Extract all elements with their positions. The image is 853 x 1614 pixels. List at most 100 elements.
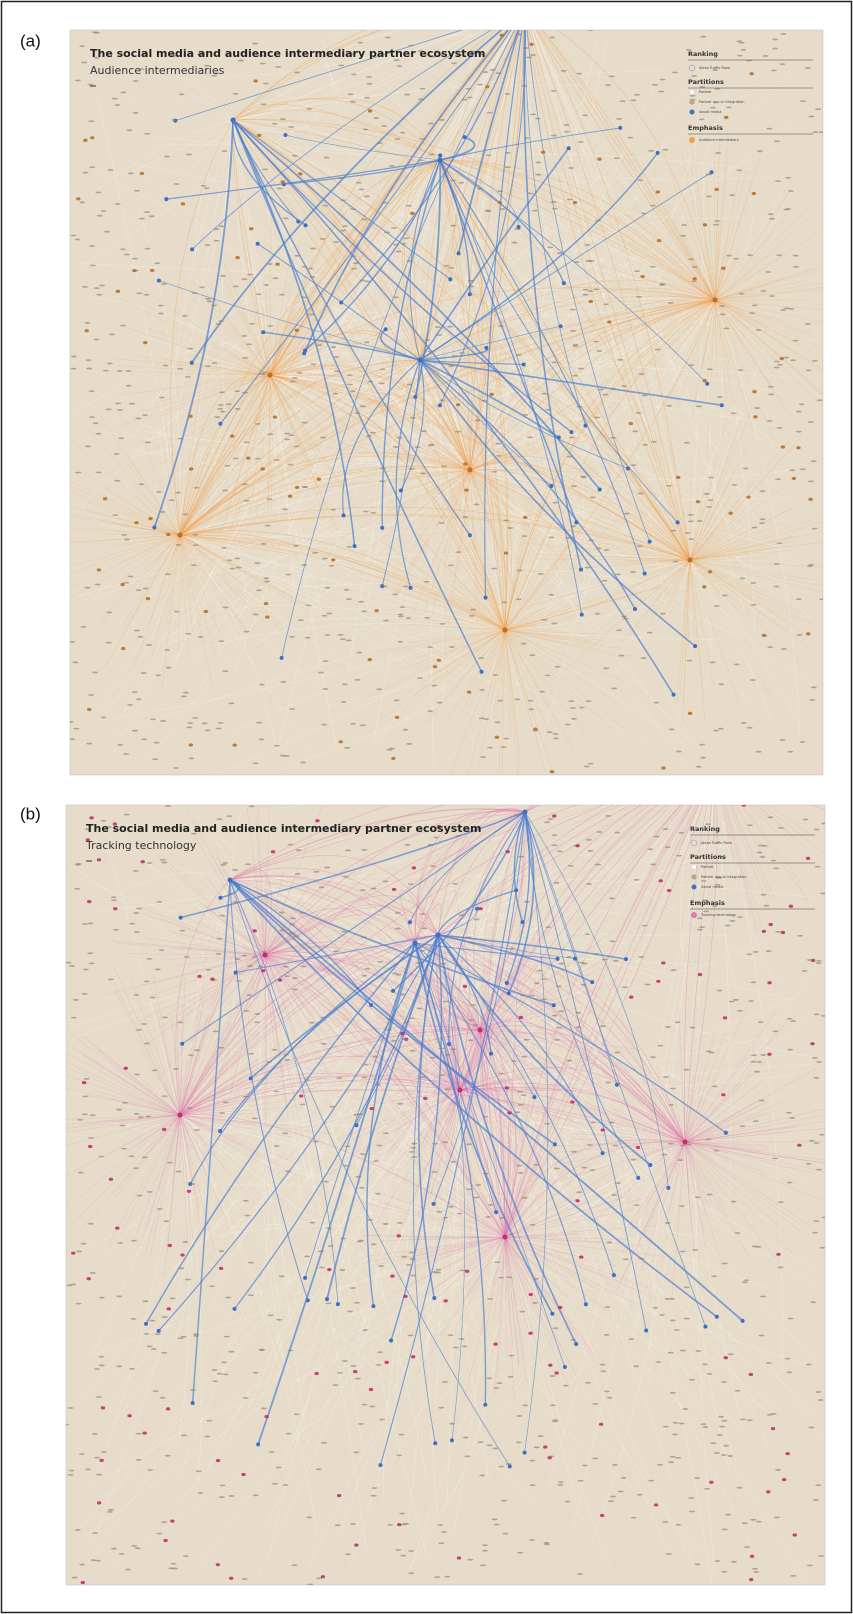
- node: [541, 619, 547, 621]
- node: [310, 248, 316, 250]
- node: [744, 1546, 750, 1548]
- node: [468, 292, 472, 296]
- node: [216, 728, 222, 730]
- node: [301, 296, 307, 298]
- node: [474, 419, 480, 421]
- node: [353, 1370, 357, 1373]
- node: [403, 585, 409, 587]
- node: [108, 1509, 114, 1511]
- node: [544, 1123, 550, 1125]
- node: [563, 1365, 567, 1369]
- node: [135, 1547, 141, 1549]
- node: [327, 1268, 331, 1271]
- node: [611, 1194, 617, 1196]
- node: [112, 514, 118, 516]
- node: [350, 1287, 356, 1289]
- node: [578, 141, 584, 143]
- node: [205, 969, 211, 971]
- node: [97, 858, 101, 861]
- node: [88, 1223, 94, 1225]
- node: [529, 995, 535, 997]
- node: [717, 990, 723, 992]
- node: [564, 131, 570, 133]
- node: [593, 289, 599, 291]
- node: [552, 502, 558, 504]
- legend-heading: Ranking: [690, 825, 720, 833]
- node: [639, 1258, 645, 1260]
- node: [83, 139, 87, 142]
- node: [173, 767, 179, 769]
- node: [201, 185, 207, 187]
- node: [692, 277, 696, 280]
- node: [101, 716, 107, 718]
- node: [650, 205, 656, 207]
- node: [737, 1010, 743, 1012]
- node: [469, 615, 475, 617]
- node: [760, 518, 766, 520]
- node: [155, 674, 161, 676]
- node: [148, 517, 152, 520]
- node: [607, 1241, 613, 1243]
- node: [353, 1451, 359, 1453]
- node: [219, 1267, 223, 1270]
- node: [285, 1170, 291, 1172]
- node: [570, 1339, 576, 1341]
- node: [640, 275, 644, 278]
- node: [150, 269, 154, 272]
- node: [468, 280, 474, 282]
- node: [417, 677, 423, 679]
- node: [155, 969, 161, 971]
- node: [375, 1193, 381, 1195]
- node: [574, 1342, 578, 1346]
- node: [357, 1113, 363, 1115]
- node: [723, 1016, 727, 1019]
- node: [185, 376, 191, 378]
- node: [369, 1003, 373, 1007]
- node: [516, 33, 522, 35]
- node: [615, 1182, 621, 1184]
- node: [158, 305, 164, 307]
- node: [243, 1200, 249, 1202]
- node: [248, 1053, 254, 1055]
- node: [326, 1302, 332, 1304]
- node: [511, 1060, 517, 1062]
- node: [280, 656, 284, 660]
- node: [657, 239, 661, 242]
- node: [587, 1144, 593, 1146]
- node: [71, 1252, 75, 1255]
- node: [165, 573, 171, 575]
- node: [415, 962, 421, 964]
- node: [383, 620, 389, 622]
- node: [322, 205, 328, 207]
- node: [369, 1406, 375, 1408]
- node: [147, 1345, 153, 1347]
- node: [273, 415, 277, 418]
- node: [821, 823, 827, 825]
- node: [212, 1380, 218, 1382]
- node: [714, 220, 720, 222]
- node: [584, 567, 590, 569]
- hub-node: [268, 373, 273, 378]
- node: [296, 849, 302, 851]
- node: [261, 1408, 267, 1410]
- node: [438, 1407, 444, 1409]
- node: [318, 1250, 324, 1252]
- node: [666, 1186, 670, 1190]
- node: [354, 1123, 358, 1127]
- node: [213, 1030, 219, 1032]
- node: [787, 1049, 793, 1051]
- node: [117, 1242, 123, 1244]
- node: [618, 126, 622, 130]
- node: [545, 674, 551, 676]
- node: [236, 567, 242, 569]
- node: [637, 1494, 643, 1496]
- node: [612, 1464, 618, 1466]
- node: [227, 559, 233, 561]
- node: [95, 191, 101, 193]
- hub-node: [683, 1140, 688, 1145]
- node: [621, 385, 627, 387]
- node: [150, 718, 156, 720]
- node: [121, 1148, 127, 1150]
- node: [438, 522, 444, 524]
- node: [749, 1373, 753, 1376]
